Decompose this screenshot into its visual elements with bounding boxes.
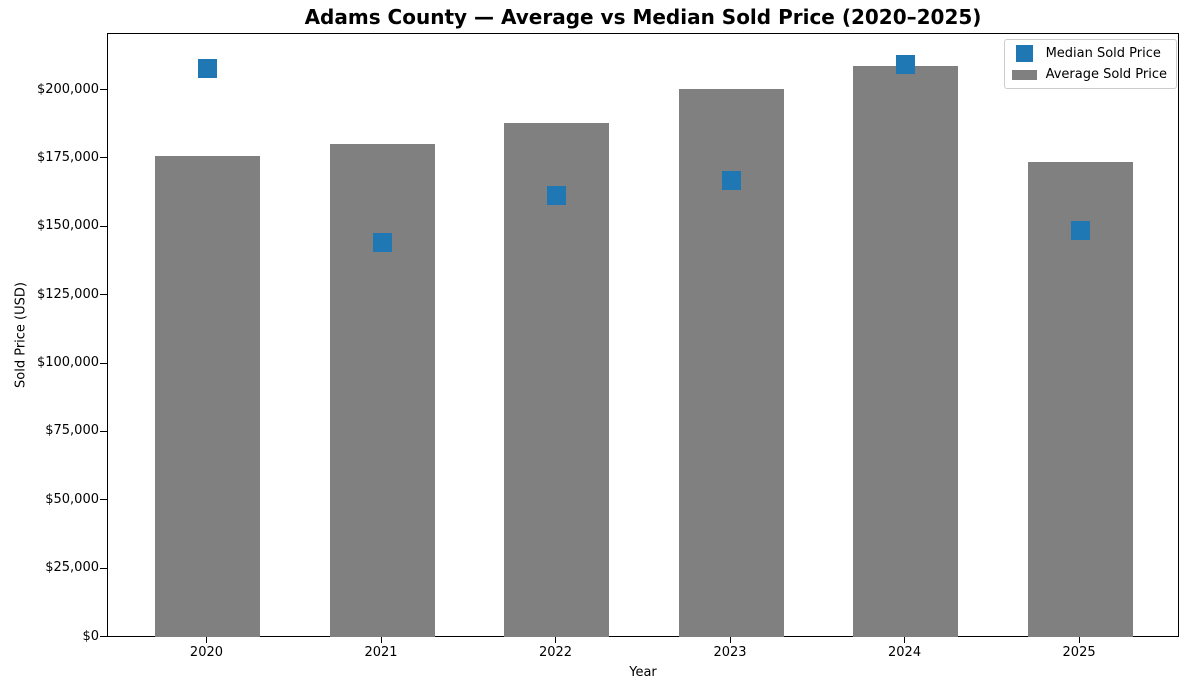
marker-2025-median [1070, 220, 1090, 240]
y-tick-label: $150,000 [36, 218, 99, 234]
y-tick-label: $100,000 [36, 355, 99, 371]
y-tick-label: $125,000 [36, 286, 99, 302]
x-tick-mark [729, 636, 731, 643]
y-tick-mark [100, 499, 107, 501]
x-tick-mark [380, 636, 382, 643]
y-tick-label: $75,000 [45, 423, 99, 439]
legend-label-median: Median Sold Price [1045, 46, 1161, 61]
legend: Median Sold Price Average Sold Price [1003, 39, 1177, 89]
chart-title: Adams County — Average vs Median Sold Pr… [304, 5, 982, 29]
y-tick-mark [100, 567, 107, 569]
y-tick-label: $175,000 [36, 149, 99, 165]
y-tick-mark [100, 430, 107, 432]
legend-swatch-box [1012, 45, 1038, 62]
marker-2022-median [547, 186, 567, 206]
y-tick-mark [100, 89, 107, 91]
marker-2023-median [721, 171, 741, 191]
y-tick-mark [100, 157, 107, 159]
marker-2024-median [896, 55, 916, 75]
average-bar-swatch-icon [1012, 69, 1038, 80]
marker-2021-median [372, 232, 392, 252]
x-axis-label: Year [629, 665, 657, 680]
legend-label-average: Average Sold Price [1045, 67, 1167, 82]
plot-area [107, 33, 1179, 638]
bar-2024-average [853, 65, 959, 638]
y-tick-mark [100, 294, 107, 296]
x-tick-label: 2022 [538, 644, 573, 660]
y-tick-mark [100, 225, 107, 227]
y-tick-label: $0 [82, 628, 99, 644]
x-tick-label: 2024 [888, 644, 922, 660]
y-tick-mark [100, 362, 107, 364]
x-tick-label: 2023 [713, 644, 747, 660]
bar-2025-average [1027, 161, 1133, 638]
bar-2021-average [329, 143, 435, 638]
legend-item-average: Average Sold Price [1012, 66, 1167, 83]
x-tick-mark [205, 636, 207, 643]
x-tick-mark [1078, 636, 1080, 643]
x-tick-label: 2025 [1062, 644, 1096, 660]
marker-2020-median [197, 59, 217, 79]
x-tick-mark [904, 636, 906, 643]
bar-2022-average [504, 123, 610, 638]
y-tick-mark [100, 636, 107, 637]
legend-item-median: Median Sold Price [1012, 45, 1167, 62]
x-tick-label: 2021 [364, 644, 398, 660]
y-tick-label: $200,000 [36, 81, 99, 97]
x-tick-mark [555, 636, 557, 643]
bar-2020-average [154, 156, 260, 638]
median-square-swatch-icon [1016, 45, 1034, 62]
x-tick-label: 2020 [189, 644, 224, 660]
y-tick-label: $25,000 [45, 560, 99, 576]
y-tick-label: $50,000 [45, 491, 99, 507]
legend-swatch-box [1012, 69, 1038, 80]
